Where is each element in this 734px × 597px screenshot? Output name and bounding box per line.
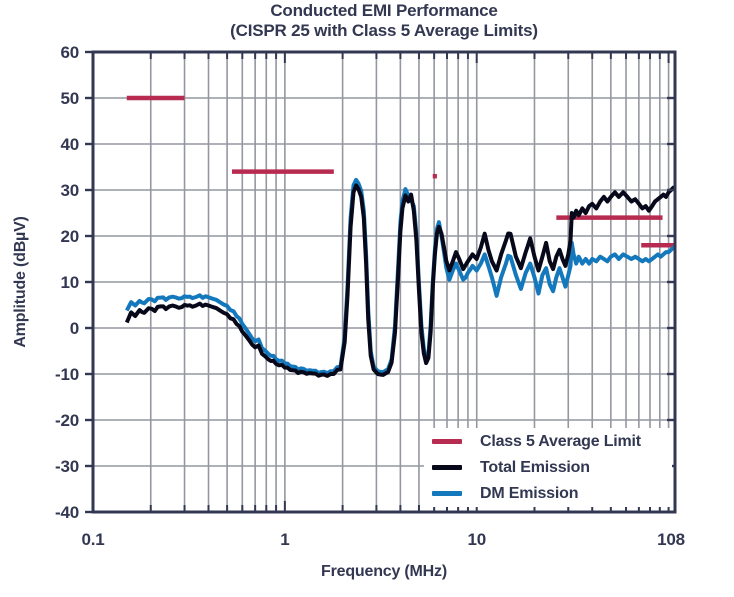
figure-title-line1: Conducted EMI Performance (270, 1, 498, 20)
y-tick-label: -30 (55, 457, 79, 476)
legend-item-class5-average-limit: Class 5 Average Limit (424, 431, 672, 453)
x-tick-label: 1 (280, 530, 289, 549)
x-tick-label: 108 (657, 530, 685, 549)
x-axis-label: Frequency (MHz) (321, 563, 447, 580)
y-tick-label: -40 (55, 503, 79, 522)
legend: Class 5 Average Limit Total Emission DM … (424, 428, 672, 507)
y-tick-label: -10 (55, 365, 79, 384)
y-tick-label: 10 (60, 273, 79, 292)
total-emission-curve (124, 183, 675, 378)
legend-item-dm-emission: DM Emission (424, 483, 672, 505)
figure-title-line2: (CISPR 25 with Class 5 Average Limits) (230, 21, 538, 40)
total-emission-swatch-icon (432, 465, 462, 470)
legend-label: DM Emission (480, 484, 579, 502)
y-tick-label: -20 (55, 411, 79, 430)
class5-limit-swatch-icon (432, 439, 462, 444)
y-axis-label: Amplitude (dBµV) (12, 216, 29, 348)
y-tick-label: 50 (60, 89, 79, 108)
dm-emission-swatch-icon (432, 491, 462, 496)
y-tick-label: 60 (60, 43, 79, 62)
legend-label: Class 5 Average Limit (480, 432, 641, 450)
x-tick-label: 0.1 (81, 530, 104, 549)
y-tick-label: 0 (70, 319, 79, 338)
y-tick-label: 20 (60, 227, 79, 246)
legend-item-total-emission: Total Emission (424, 457, 672, 479)
legend-label: Total Emission (480, 458, 590, 476)
x-tick-label: 10 (467, 530, 486, 549)
y-tick-label: 30 (60, 181, 79, 200)
y-tick-label: 40 (60, 135, 79, 154)
